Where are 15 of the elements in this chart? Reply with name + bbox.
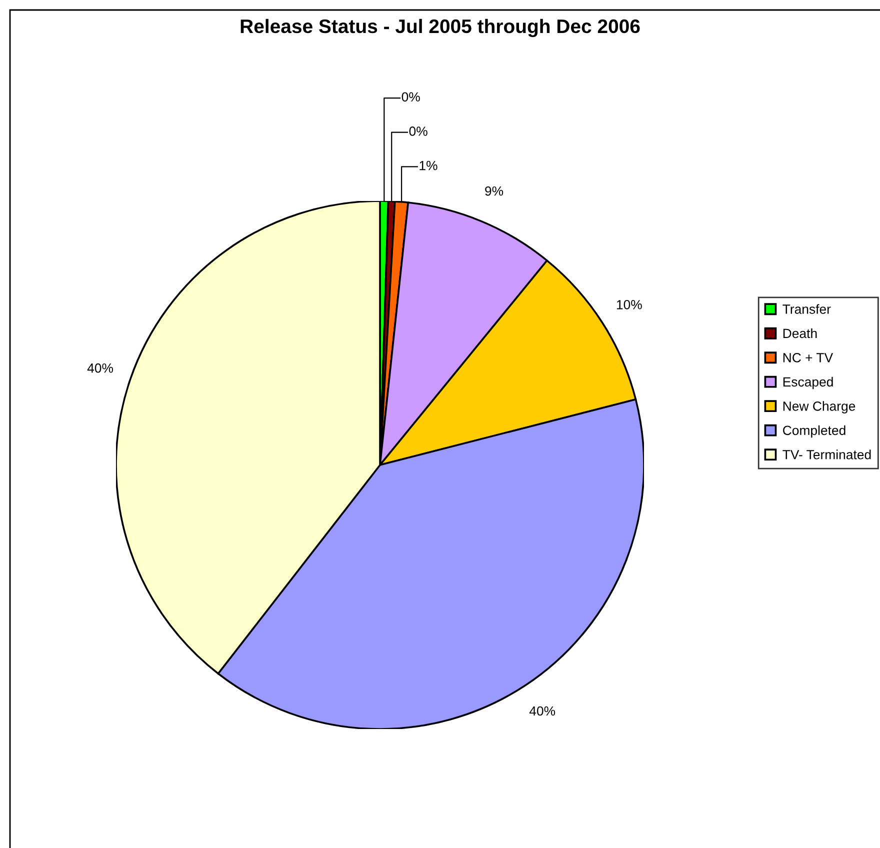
legend-label: New Charge (783, 401, 856, 414)
data-label: 0% (409, 126, 428, 136)
legend-label: Death (783, 328, 817, 338)
legend-label: Completed (783, 425, 846, 438)
data-label: 10% (616, 300, 642, 310)
legend-label: NC + TV (783, 352, 834, 362)
legend-label: TV- Terminated (782, 450, 871, 460)
data-label: 0% (402, 92, 420, 102)
chart-title: Release Status - Jul 2005 through Dec 2006 (240, 18, 640, 38)
data-label: 40% (529, 706, 556, 716)
legend-label: Transfer (782, 304, 831, 314)
data-label: 40% (87, 363, 113, 373)
data-label: 1% (420, 160, 438, 170)
data-label: 9% (485, 186, 504, 196)
legend-label: Escaped (783, 376, 833, 390)
